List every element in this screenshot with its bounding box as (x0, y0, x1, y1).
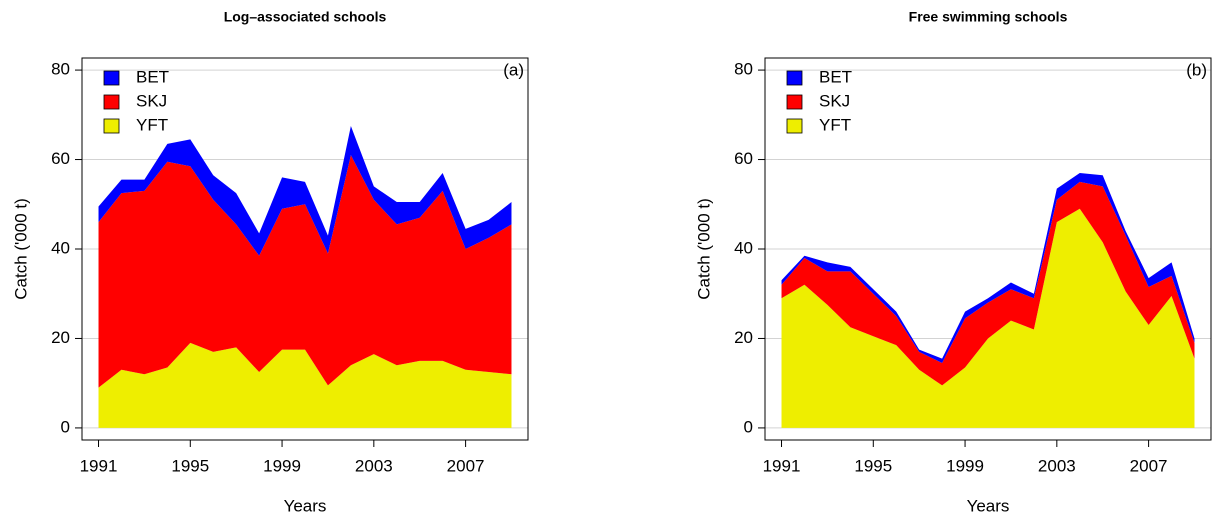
legend-label: BET (136, 67, 169, 86)
chart-title: Log–associated schools (224, 9, 387, 25)
y-axis-label: Catch ('000 t) (694, 198, 713, 300)
y-tick-label: 60 (734, 149, 753, 168)
x-tick-label: 1995 (854, 456, 892, 475)
legend: BET SKJ YFT (786, 67, 852, 134)
x-tick-label: 2007 (1130, 456, 1168, 475)
y-axis-label: Catch ('000 t) (11, 198, 30, 300)
legend-swatch (103, 118, 120, 134)
legend-label: YFT (136, 115, 168, 134)
legend-label: BET (819, 67, 852, 86)
x-tick-label: 1995 (171, 456, 209, 475)
y-tick-label: 40 (51, 238, 70, 257)
x-axis-label: Years (967, 496, 1010, 515)
y-tick-label: 20 (51, 328, 70, 347)
legend-label: YFT (819, 115, 851, 134)
panel: Log–associated schools 0 20 40 60 80 1991 1995 1… (11, 9, 529, 515)
area (98, 342, 512, 428)
x-axis-label: Years (284, 496, 327, 515)
y-tick-label: 80 (734, 60, 753, 79)
x-tick-label: 1999 (946, 456, 984, 475)
panel: Free swimming schools 0 20 40 60 80 1991 1995 19… (694, 9, 1212, 515)
chart-title: Free swimming schools (909, 9, 1068, 25)
y-tick-label: 60 (51, 149, 70, 168)
x-tick-label: 1999 (263, 456, 301, 475)
legend-swatch (786, 118, 803, 134)
y-tick-label: 0 (744, 417, 753, 436)
legend-swatch (103, 70, 120, 86)
area (781, 208, 1195, 428)
legend: BET SKJ YFT (103, 67, 169, 134)
legend-swatch (786, 94, 803, 110)
y-tick-label: 80 (51, 60, 70, 79)
legend-label: SKJ (819, 91, 850, 110)
y-tick-label: 0 (61, 417, 70, 436)
x-tick-label: 2003 (355, 456, 393, 475)
legend-swatch (103, 94, 120, 110)
area (781, 181, 1195, 386)
area (98, 125, 512, 256)
x-tick-label: 2007 (447, 456, 485, 475)
y-tick-label: 20 (734, 328, 753, 347)
legend-label: SKJ (136, 91, 167, 110)
y-tick-label: 40 (734, 238, 753, 257)
x-tick-label: 1991 (80, 456, 118, 475)
panel-label: (a) (503, 60, 524, 79)
area (98, 155, 512, 388)
x-tick-label: 2003 (1038, 456, 1076, 475)
panel-label: (b) (1186, 60, 1207, 79)
legend-swatch (786, 70, 803, 86)
x-tick-label: 1991 (763, 456, 801, 475)
